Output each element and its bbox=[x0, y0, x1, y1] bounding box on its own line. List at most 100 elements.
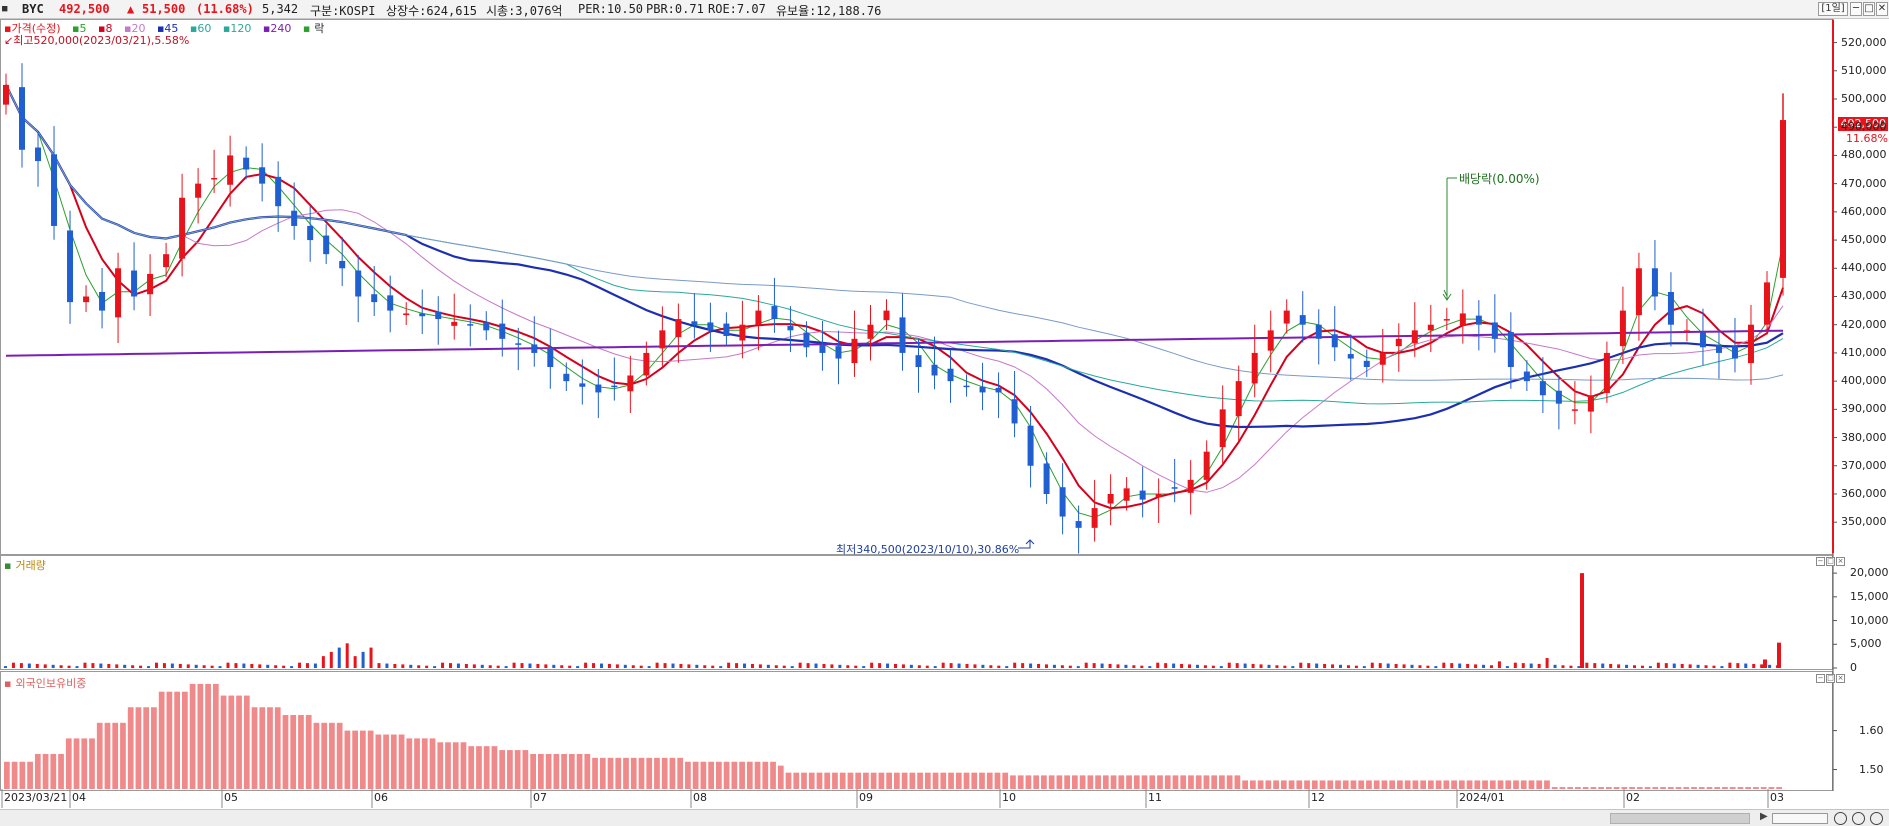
volume-bar bbox=[417, 665, 421, 668]
volume-bar bbox=[1275, 665, 1279, 668]
foreign-ratio-bar bbox=[236, 695, 242, 789]
volume-bar bbox=[19, 663, 23, 668]
candle-body bbox=[323, 235, 330, 255]
candle-body bbox=[275, 176, 282, 207]
volume-bar bbox=[933, 666, 937, 668]
volume-bar bbox=[290, 666, 294, 668]
candle-body bbox=[1539, 381, 1546, 396]
header-bar: ■ BYC 492,500 ▲ 51,500 (11.68%) 5,342 구분… bbox=[0, 0, 1889, 19]
zoom-reset-icon[interactable] bbox=[1852, 812, 1865, 825]
foreign-ratio-bar bbox=[1629, 787, 1635, 789]
legend-ma240[interactable]: ▪240 bbox=[262, 22, 292, 35]
foreign-ratio-bar bbox=[1435, 780, 1442, 789]
foreign-ratio-bar bbox=[979, 772, 985, 789]
scroll-right-arrow-icon[interactable]: ▶ bbox=[1760, 811, 1768, 822]
volume-bar bbox=[210, 665, 214, 668]
minimize-button[interactable]: ─ bbox=[1850, 2, 1862, 16]
foreign-ratio-bar bbox=[1714, 787, 1721, 789]
maximize-button[interactable]: □ bbox=[1863, 2, 1875, 16]
foreign-ratio-bar bbox=[50, 753, 57, 789]
volume-bar bbox=[790, 666, 794, 668]
pane-close-button[interactable]: × bbox=[1836, 557, 1845, 566]
pane-maximize-button[interactable]: □ bbox=[1826, 557, 1835, 566]
pane2-minimize-button[interactable]: − bbox=[1816, 674, 1825, 683]
volume-bar bbox=[846, 665, 850, 668]
legend-ma5[interactable]: ▪5 bbox=[72, 22, 87, 35]
legend-ma60[interactable]: ▪60 bbox=[189, 22, 212, 35]
foreign-ratio-bar bbox=[1737, 787, 1744, 789]
zoom-in-icon[interactable] bbox=[1870, 812, 1883, 825]
foreign-ratio-bar bbox=[1133, 775, 1140, 789]
foreign-legend: ▪ 외국인보유비중 bbox=[4, 677, 87, 690]
volume-bar bbox=[298, 662, 302, 668]
legend-ma120[interactable]: ▪120 bbox=[222, 22, 252, 35]
foreign-ratio-bar bbox=[1420, 780, 1426, 789]
legend-ma45[interactable]: ▪45 bbox=[156, 22, 179, 35]
legend-rak[interactable]: ▪ 락 bbox=[302, 22, 325, 35]
foreign-ratio-bar bbox=[1149, 775, 1156, 789]
volume-bar bbox=[1664, 663, 1668, 668]
pane2-close-button[interactable]: × bbox=[1836, 674, 1845, 683]
foreign-ratio-bar bbox=[166, 691, 173, 789]
foreign-ratio-bar bbox=[81, 738, 88, 789]
pane-minimize-button[interactable]: − bbox=[1816, 557, 1825, 566]
candle-body bbox=[1155, 493, 1162, 498]
volume-bar bbox=[1434, 666, 1438, 668]
zoom-out-icon[interactable] bbox=[1834, 812, 1847, 825]
candle-body bbox=[1123, 488, 1130, 501]
foreign-ratio-bar bbox=[1745, 787, 1752, 789]
volume-bar bbox=[1188, 664, 1192, 668]
volume-bar bbox=[663, 663, 667, 668]
candle-body bbox=[1235, 381, 1242, 417]
foreign-ratio-bar bbox=[19, 761, 26, 789]
close-button[interactable]: ✕ bbox=[1876, 2, 1888, 16]
candle-body bbox=[1251, 352, 1258, 384]
foreign-ratio-bar bbox=[1520, 780, 1527, 789]
foreign-ratio-bar bbox=[1474, 780, 1481, 789]
volume-bar bbox=[139, 665, 143, 668]
volume-bar bbox=[782, 665, 786, 668]
pane2-maximize-button[interactable]: □ bbox=[1826, 674, 1835, 683]
volume-bar bbox=[1227, 662, 1231, 668]
volume-bar bbox=[1116, 664, 1120, 668]
foreign-ratio-bar bbox=[182, 691, 188, 789]
horizontal-scrollbar[interactable] bbox=[1610, 813, 1750, 824]
volume-bar bbox=[337, 647, 341, 668]
volume-bar bbox=[655, 662, 659, 668]
foreign-ratio-bar bbox=[777, 765, 784, 789]
foreign-ratio-bar bbox=[1536, 780, 1543, 789]
legend-price[interactable]: ▪가격(수정) bbox=[4, 22, 61, 35]
volume-bar bbox=[1394, 663, 1398, 668]
candle-body bbox=[611, 385, 618, 388]
current-price-tag: 492,500 bbox=[1838, 117, 1888, 131]
collapse-icon[interactable]: ■ bbox=[2, 4, 8, 14]
zoom-slider[interactable] bbox=[1772, 813, 1828, 824]
volume-bar bbox=[1553, 664, 1557, 668]
foreign-ratio-bar bbox=[158, 691, 165, 789]
legend-ma20[interactable]: ▪20 bbox=[123, 22, 146, 35]
period-button[interactable]: [1일] bbox=[1818, 2, 1848, 16]
candle-body bbox=[1459, 313, 1466, 326]
volume-bar bbox=[1092, 663, 1096, 668]
candle-body bbox=[131, 270, 138, 297]
foreign-ratio-bar bbox=[592, 757, 598, 789]
foreign-ratio-bar bbox=[421, 738, 428, 789]
volume-bar bbox=[854, 665, 858, 668]
foreign-ratio-bar bbox=[1118, 775, 1125, 789]
date-axis-label: 07 bbox=[533, 791, 547, 804]
legend-ma8[interactable]: ▪8 bbox=[98, 22, 113, 35]
volume-bar bbox=[1140, 665, 1144, 668]
market-type: 구분:KOSPI bbox=[310, 4, 376, 18]
candle-body bbox=[243, 157, 250, 170]
foreign-ratio-bar bbox=[1404, 780, 1411, 789]
volume-bar bbox=[814, 663, 818, 668]
volume-bar bbox=[1219, 666, 1223, 668]
foreign-ratio-bar bbox=[1048, 775, 1055, 789]
volume-bar bbox=[1307, 663, 1311, 668]
candle-body bbox=[1763, 282, 1770, 325]
volume-bar bbox=[504, 666, 508, 668]
ma120-line bbox=[5, 84, 1784, 381]
foreign-ratio-bar bbox=[832, 772, 838, 789]
foreign-ratio-bar bbox=[948, 772, 954, 789]
